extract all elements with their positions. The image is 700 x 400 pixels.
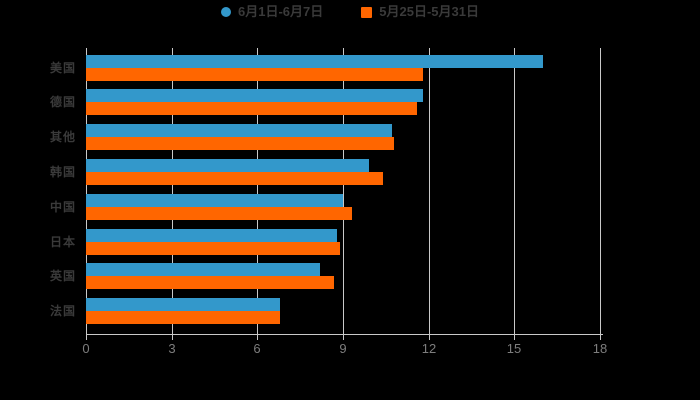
bar-series2-0: [86, 67, 423, 81]
x-tick-label: 9: [339, 341, 347, 356]
legend-item-1[interactable]: 5月25日-5月31日: [361, 5, 479, 19]
x-tick-mark: [257, 334, 258, 340]
category-label-4: 中国: [49, 200, 76, 214]
bar-series2-1: [86, 102, 418, 116]
legend-marker-circle-icon: [221, 7, 232, 17]
x-tick-label: 6: [253, 341, 261, 356]
x-tick-label: 12: [421, 341, 437, 356]
x-tick-mark: [172, 334, 173, 340]
category-label-1: 德国: [49, 95, 76, 109]
legend-item-0[interactable]: 6月1日-6月7日: [221, 5, 323, 19]
x-tick-label: 18: [592, 341, 608, 356]
bar-series1-1: [86, 89, 423, 103]
x-tick-mark: [343, 334, 344, 340]
gridline: [257, 48, 258, 334]
legend-marker-square-icon: [361, 6, 373, 18]
x-tick-mark: [514, 334, 515, 340]
gridline: [343, 48, 344, 334]
bar-series1-3: [86, 158, 369, 172]
bar-series2-3: [86, 171, 383, 185]
x-tick-label: 0: [82, 341, 90, 356]
bar-series1-5: [86, 228, 338, 242]
bar-series1-4: [86, 193, 343, 207]
bar-series2-7: [86, 311, 281, 325]
bar-series2-2: [86, 137, 395, 151]
bar-series1-0: [86, 54, 543, 68]
bar-series2-4: [86, 206, 352, 220]
category-label-5: 日本: [49, 235, 76, 249]
legend-label: 6月1日-6月7日: [238, 4, 324, 19]
bar-series2-6: [86, 276, 335, 290]
x-tick-mark: [429, 334, 430, 340]
gridline: [600, 48, 601, 334]
x-tick-mark: [86, 334, 87, 340]
bar-series1-7: [86, 298, 281, 312]
x-axis-line: [86, 334, 603, 335]
category-label-7: 法国: [49, 304, 76, 318]
y-axis-line: [86, 48, 87, 334]
category-label-0: 美国: [49, 61, 76, 75]
category-label-3: 韩国: [49, 165, 76, 179]
bar-series1-6: [86, 263, 321, 277]
legend: 6月1日-6月7日 5月25日-5月31日: [0, 5, 700, 19]
plot-area: [86, 48, 601, 334]
category-label-6: 英国: [49, 269, 76, 283]
x-tick-mark: [600, 334, 601, 340]
x-tick-label: 3: [168, 341, 176, 356]
gridline: [514, 48, 515, 334]
bar-series2-5: [86, 241, 341, 255]
gridline: [172, 48, 173, 334]
legend-label: 5月25日-5月31日: [379, 4, 479, 19]
gridline: [429, 48, 430, 334]
category-label-2: 其他: [49, 130, 76, 144]
bar-series1-2: [86, 124, 392, 138]
x-tick-label: 15: [506, 341, 522, 356]
